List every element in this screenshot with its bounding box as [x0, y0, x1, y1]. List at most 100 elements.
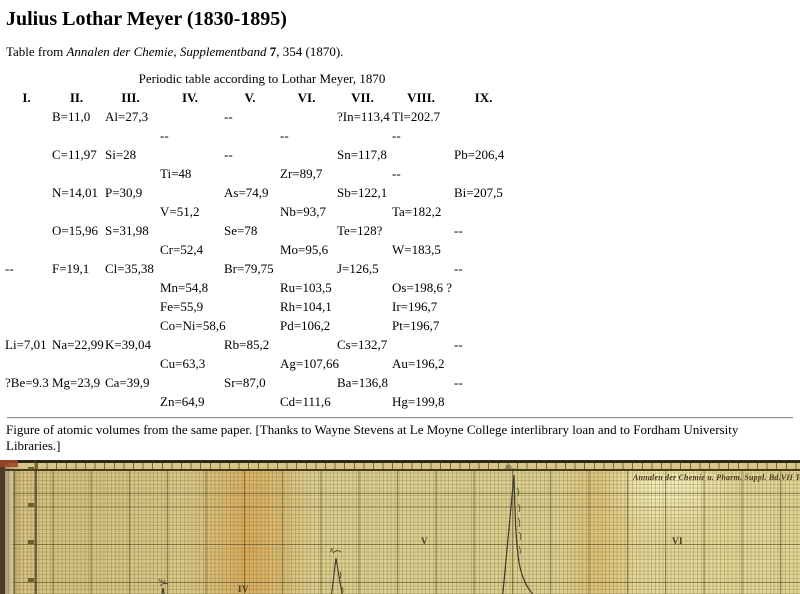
element-cell: Br=79,75 [224, 260, 274, 276]
table-row: N=14,01 P=30,9 As=74,9 Sb=122,1 Bi=207,5 [3, 183, 515, 202]
element-cell: ?In=113,4 [337, 108, 390, 124]
element-cell: O=15,96 [52, 222, 98, 238]
element-cell: Pd=106,2 [280, 317, 331, 333]
element-cell [452, 354, 515, 373]
element-cell: Na=22,99 [52, 336, 104, 352]
element-cell: Cr=52,4 [160, 241, 204, 257]
table-row: B=11,0 Al=27,3 -- ?In=113,4 Tl=202.7 [3, 107, 515, 126]
element-cell: Cd=111,6 [280, 393, 331, 409]
element-cell: Ca=39,9 [105, 374, 150, 390]
element-cell: N=14,01 [52, 184, 98, 200]
element-cell: Si=28 [105, 146, 137, 162]
element-cell [103, 240, 158, 259]
element-cell: Te=128? [337, 222, 383, 238]
element-cell [3, 316, 50, 335]
element-cell [390, 221, 452, 240]
element-cell: Ir=196,7 [392, 298, 438, 314]
element-cell: W=183,5 [392, 241, 441, 257]
table-caption: Periodic table according to Lothar Meyer… [138, 71, 386, 86]
element-cell [3, 278, 50, 297]
element-cell [222, 297, 278, 316]
table-row: Ti=48 Zr=89,7 -- [3, 164, 515, 183]
element-cell [3, 240, 50, 259]
source-note: Table from Annalen der Chemie, Supplemen… [6, 44, 794, 60]
element-cell [158, 259, 222, 278]
atomic-volume-curve [28, 467, 534, 594]
table-row: Cu=63,3 Ag=107,66 Au=196,2 [3, 354, 515, 373]
table-row: O=15,96 S=31,98 Se=78 Te=128? -- [3, 221, 515, 240]
element-cell: ?Be=9.3 [5, 374, 49, 390]
column-header: IV. [181, 89, 199, 105]
element-cell: Cl=35,38 [105, 260, 154, 276]
curve-peak-k [331, 550, 343, 594]
table-row: V=51,2 Nb=93,7 Ta=182,2 [3, 202, 515, 221]
table-row: Cr=52,4 Mo=95,6 W=183,5 [3, 240, 515, 259]
peak-label-rb: Rb [505, 465, 512, 471]
column-header: V. [244, 89, 256, 105]
figure-caption: Figure of atomic volumes from the same p… [6, 422, 739, 453]
element-cell: Ag=107,66 [280, 355, 339, 371]
element-cell: J=126,5 [337, 260, 379, 276]
journal-volume: 7 [269, 44, 277, 59]
element-cell: Os=198,6 ? [392, 279, 453, 295]
element-cell [222, 126, 278, 145]
element-cell [50, 240, 103, 259]
element-cell [278, 183, 335, 202]
column-header: VIII. [407, 89, 435, 105]
element-cell [278, 145, 335, 164]
element-cell [222, 392, 278, 411]
element-cell [158, 373, 222, 392]
element-cell: S=31,98 [105, 222, 149, 238]
element-cell: -- [454, 260, 463, 276]
element-cell [335, 297, 390, 316]
meyer-periodic-table: I. II. III. IV. V. VI. VII. VIII. IX. B=11,0 Al=27… [3, 88, 515, 411]
atomic-volumes-figure: Annalen der Chemie u. Pharm. Suppl. Bd.V… [0, 460, 800, 594]
element-cell: Nb=93,7 [280, 203, 326, 219]
element-cell [3, 202, 50, 221]
element-cell [390, 335, 452, 354]
element-cell: Mn=54,8 [160, 279, 209, 295]
element-cell [278, 107, 335, 126]
element-cell: Zr=89,7 [280, 165, 323, 181]
element-cell [3, 183, 50, 202]
element-cell [452, 297, 515, 316]
element-cell [390, 259, 452, 278]
element-cell [3, 145, 50, 164]
element-cell [103, 297, 158, 316]
table-row: Fe=55,9 Rh=104,1 Ir=196,7 [3, 297, 515, 316]
column-header: I. [22, 89, 31, 105]
element-cell: Li=7,01 [5, 336, 47, 352]
element-cell [158, 107, 222, 126]
element-cell: Mo=95,6 [280, 241, 329, 257]
divider [7, 417, 793, 419]
element-cell: -- [454, 374, 463, 390]
element-cell [103, 316, 158, 335]
element-cell [103, 126, 158, 145]
element-cell [222, 278, 278, 297]
element-cell [452, 164, 515, 183]
element-cell: Tl=202.7 [392, 108, 441, 124]
table-row: Zn=64,9 Cd=111,6 Hg=199,8 [3, 392, 515, 411]
element-cell [3, 297, 50, 316]
element-cell: Ba=136,8 [337, 374, 389, 390]
element-cell: As=74,9 [224, 184, 269, 200]
source-note-prefix: Table from [6, 44, 67, 59]
element-cell [50, 392, 103, 411]
plot-top-frame [0, 460, 800, 471]
element-cell: -- [160, 127, 169, 143]
column-header: III. [121, 89, 140, 105]
curve-peak-rb [502, 468, 534, 594]
element-cell [452, 126, 515, 145]
element-cell [103, 164, 158, 183]
element-cell: P=30,9 [105, 184, 143, 200]
axis-tick-marks [28, 467, 34, 582]
element-cell: Co=Ni=58,6 [160, 317, 226, 333]
element-cell: Fe=55,9 [160, 298, 204, 314]
column-header: VI. [297, 89, 316, 105]
element-cell [452, 202, 515, 221]
element-cell [278, 335, 335, 354]
element-cell [3, 107, 50, 126]
element-cell [3, 126, 50, 145]
element-cell [390, 373, 452, 392]
element-cell: Ta=182,2 [392, 203, 442, 219]
